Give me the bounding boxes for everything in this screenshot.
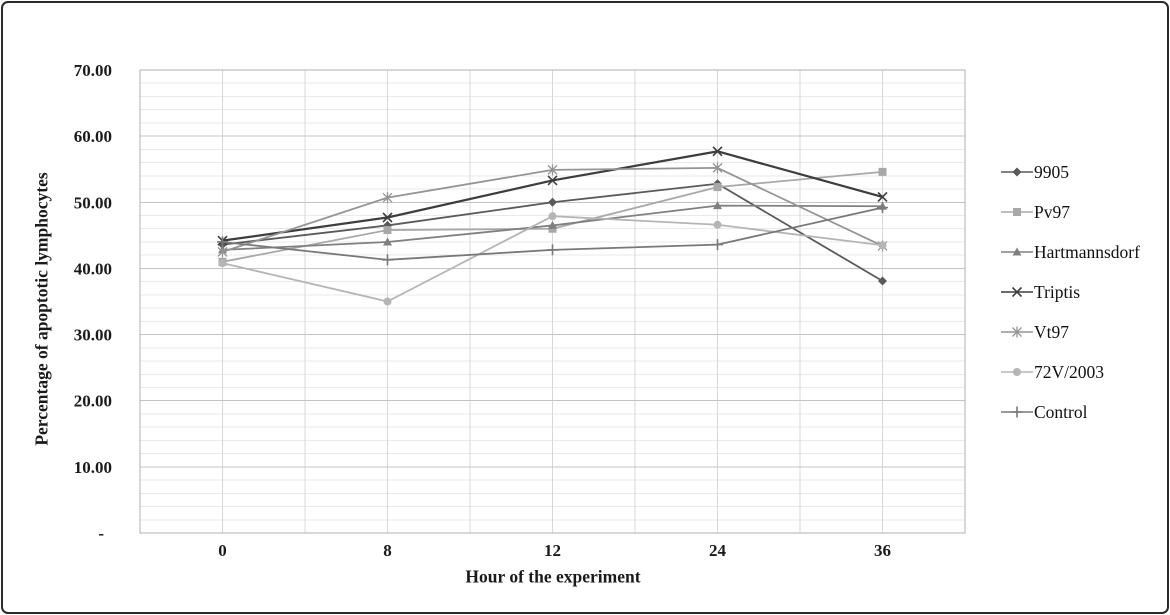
legend-item-72v2003: 72V/2003 [1001,352,1140,392]
svg-text:50.00: 50.00 [74,193,112,212]
svg-text:12: 12 [544,541,561,560]
legend-label: 72V/2003 [1034,361,1104,382]
svg-text:36: 36 [874,541,891,560]
legend-item-pv97: Pv97 [1001,192,1140,232]
svg-text:-: - [98,524,104,543]
plus-marker-icon [1001,406,1033,418]
legend-label: Vt97 [1034,321,1069,342]
y-axis-tick-labels: 70.00 60.00 50.00 40.00 30.00 20.00 10.00 - [74,61,112,543]
star-marker-icon [1001,326,1033,338]
legend-item-9905: 9905 [1001,152,1140,192]
legend-item-triptis: Triptis [1001,272,1140,312]
svg-text:8: 8 [383,541,392,560]
svg-text:40.00: 40.00 [74,259,112,278]
x-axis-title: Hour of the experiment [465,566,641,587]
legend-item-vt97: Vt97 [1001,312,1140,352]
svg-text:60.00: 60.00 [74,127,112,146]
diamond-marker-icon [1001,167,1033,177]
svg-text:30.00: 30.00 [74,326,112,345]
circle-marker-icon [1001,368,1033,376]
square-marker-icon [1001,208,1033,216]
svg-text:24: 24 [709,541,727,560]
series-Triptis [217,146,888,246]
legend-label: Pv97 [1034,201,1070,222]
legend-label: Control [1034,401,1088,422]
triangle-marker-icon [1001,247,1033,256]
legend-label: Triptis [1034,281,1081,302]
svg-text:10.00: 10.00 [74,458,112,477]
legend-label: 9905 [1034,161,1069,182]
series-Control [217,202,888,266]
legend-item-control: Control [1001,392,1140,432]
x-marker-icon [1001,286,1033,298]
legend-label: Hartmannsdorf [1034,241,1140,262]
svg-text:70.00: 70.00 [74,61,112,80]
legend: 9905 Pv97 Hartmannsdorf Triptis Vt97 72V… [1001,152,1140,432]
legend-item-hartmannsdorf: Hartmannsdorf [1001,232,1140,272]
svg-text:0: 0 [218,541,227,560]
gridlines [139,69,966,534]
x-axis-tick-labels: 0 8 12 24 36 [218,541,891,560]
y-axis-title: Percentage of apoptotic lymphocytes [31,172,52,446]
svg-text:20.00: 20.00 [74,392,112,411]
